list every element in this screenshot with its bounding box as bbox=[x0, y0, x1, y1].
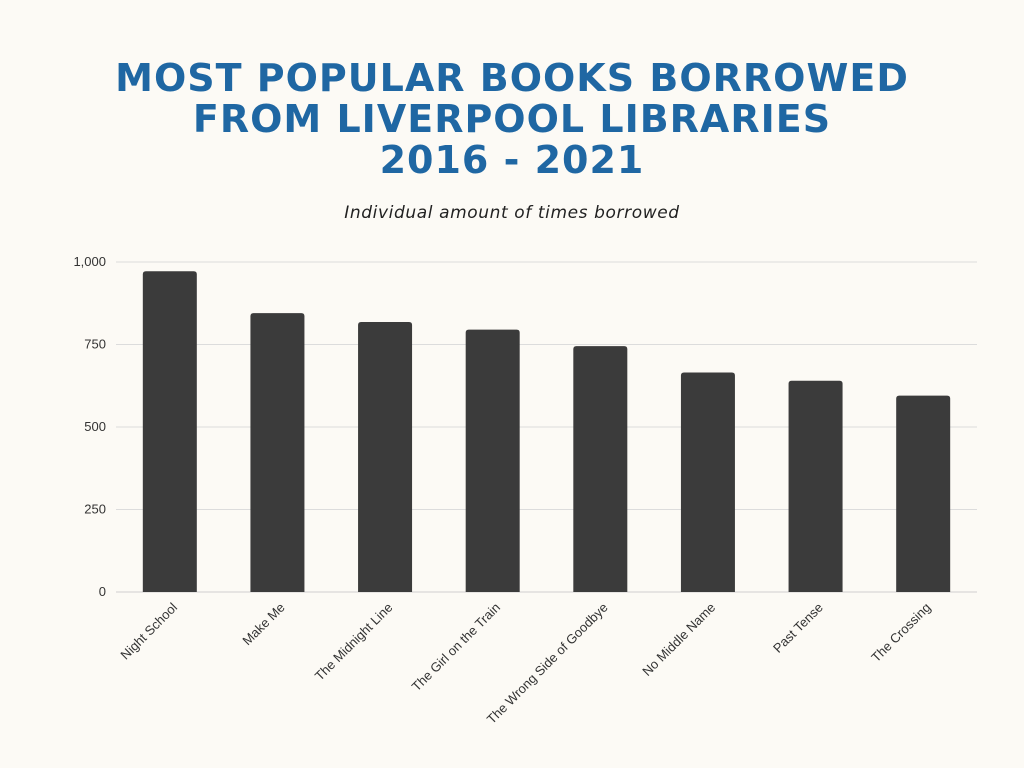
y-tick-label: 250 bbox=[84, 502, 106, 517]
bar bbox=[142, 271, 197, 592]
bar bbox=[680, 372, 735, 592]
x-tick-label: Night School bbox=[117, 600, 180, 663]
bar bbox=[896, 395, 951, 592]
title-line-3: 2016 - 2021 bbox=[379, 138, 645, 182]
bar bbox=[788, 380, 843, 592]
x-tick-label: The Girl on the Train bbox=[409, 600, 503, 694]
x-tick-label: Make Me bbox=[239, 600, 287, 648]
y-tick-label: 1,000 bbox=[73, 254, 106, 269]
x-tick-label: No Middle Name bbox=[639, 600, 718, 679]
y-tick-label: 500 bbox=[84, 419, 106, 434]
y-axis-ticks: 0 250 500 750 1,000 bbox=[73, 254, 106, 599]
x-tick-label: Past Tense bbox=[770, 600, 826, 656]
x-tick-label: The Midnight Line bbox=[312, 600, 396, 684]
bar bbox=[573, 346, 628, 592]
y-tick-label: 750 bbox=[84, 337, 106, 352]
gridlines bbox=[116, 261, 977, 593]
chart-title: Most popular books borrowed from Liverpo… bbox=[0, 58, 1024, 181]
bar bbox=[250, 313, 305, 592]
y-tick-label: 0 bbox=[99, 584, 106, 599]
x-tick-label: The Wrong Side of Goodbye bbox=[484, 600, 611, 727]
title-line-2: from Liverpool libraries bbox=[192, 97, 832, 141]
bars bbox=[142, 271, 951, 592]
x-axis-ticks: Night School Make Me The Midnight Line The … bbox=[117, 600, 933, 727]
x-tick-label: The Crossing bbox=[868, 600, 933, 665]
title-line-1: Most popular books borrowed bbox=[115, 56, 909, 100]
bar bbox=[358, 322, 413, 592]
bar bbox=[465, 329, 520, 592]
chart-subtitle: Individual amount of times borrowed bbox=[344, 203, 680, 223]
